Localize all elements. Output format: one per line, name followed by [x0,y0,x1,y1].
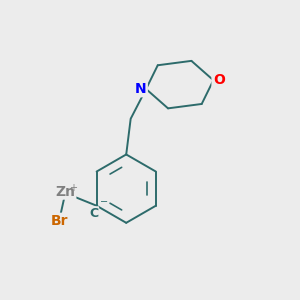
Text: +: + [69,183,77,193]
Text: O: O [213,73,225,87]
Text: Br: Br [51,214,68,228]
Text: N: N [135,82,146,96]
Text: Zn: Zn [55,184,75,199]
Text: C: C [89,207,98,220]
Text: −: − [100,197,108,207]
